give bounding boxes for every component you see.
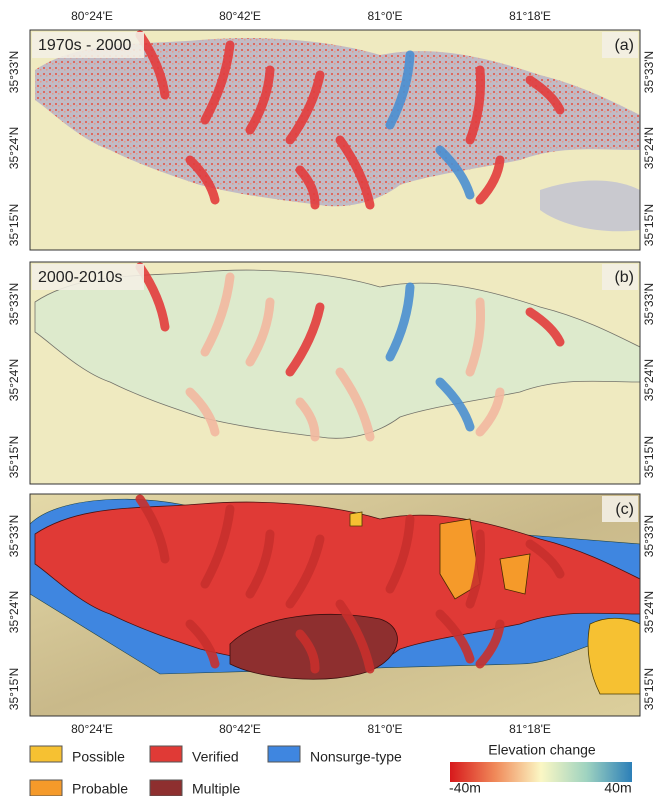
lon-label: 80°42'E [219, 9, 261, 23]
lat-label: 35°33'N [7, 51, 21, 93]
panel-label: 1970s - 2000 [38, 37, 132, 54]
lat-label: 35°15'N [642, 204, 656, 246]
lat-label: 35°15'N [642, 668, 656, 710]
colorbar-min: -40m [449, 780, 481, 796]
map-panel: (c) 35°33'N 35°33'N 35°24'N 35°24'N 35°15'N 35… [7, 494, 656, 716]
legend-label: Nonsurge-type [310, 749, 402, 765]
lat-label: 35°33'N [7, 515, 21, 557]
lat-label: 35°33'N [642, 51, 656, 93]
lat-label: 35°15'N [7, 204, 21, 246]
lon-label: 81°0'E [367, 722, 402, 736]
panel-tag: (c) [615, 501, 634, 518]
lat-label: 35°33'N [7, 283, 21, 325]
legend-swatch [150, 780, 182, 796]
lat-label: 35°24'N [7, 591, 21, 633]
lat-label: 35°15'N [7, 436, 21, 478]
panel-tag: (a) [614, 37, 634, 54]
lat-label: 35°33'N [642, 283, 656, 325]
legend-label: Verified [192, 749, 239, 765]
legend-swatch [268, 746, 300, 762]
legend: Possible Verified Nonsurge-type Probable… [30, 742, 632, 796]
lat-label: 35°15'N [642, 436, 656, 478]
legend-label: Multiple [192, 781, 240, 796]
lat-label: 35°24'N [7, 359, 21, 401]
map-panel: 2000-2010s (b) 35°33'N 35°33'N 35°24'N 35°24'… [7, 262, 656, 484]
colorbar-max: 40m [604, 780, 631, 796]
map-panel: 1970s - 2000 (a) 35°33'N 35°33'N 35°24'N 35°2… [7, 30, 656, 250]
legend-swatch [30, 746, 62, 762]
lat-label: 35°24'N [642, 591, 656, 633]
map-panels: 1970s - 2000 (a) 35°33'N 35°33'N 35°24'N 35°2… [7, 9, 656, 736]
lon-label: 80°24'E [71, 722, 113, 736]
legend-swatch [150, 746, 182, 762]
lon-label: 80°24'E [71, 9, 113, 23]
lat-label: 35°15'N [7, 668, 21, 710]
lon-label: 81°0'E [367, 9, 402, 23]
figure: 1970s - 2000 (a) 35°33'N 35°33'N 35°24'N 35°2… [0, 0, 659, 796]
legend-label: Probable [72, 781, 128, 796]
lon-label: 80°42'E [219, 722, 261, 736]
lat-label: 35°24'N [642, 127, 656, 169]
lat-label: 35°24'N [7, 127, 21, 169]
panel-label: 2000-2010s [38, 269, 123, 286]
lat-label: 35°33'N [642, 515, 656, 557]
legend-swatch [30, 780, 62, 796]
legend-label: Possible [72, 749, 125, 765]
panel-tag: (b) [614, 269, 634, 286]
lon-label: 81°18'E [509, 722, 551, 736]
lon-label: 81°18'E [509, 9, 551, 23]
lat-label: 35°24'N [642, 359, 656, 401]
colorbar-title: Elevation change [488, 742, 596, 758]
